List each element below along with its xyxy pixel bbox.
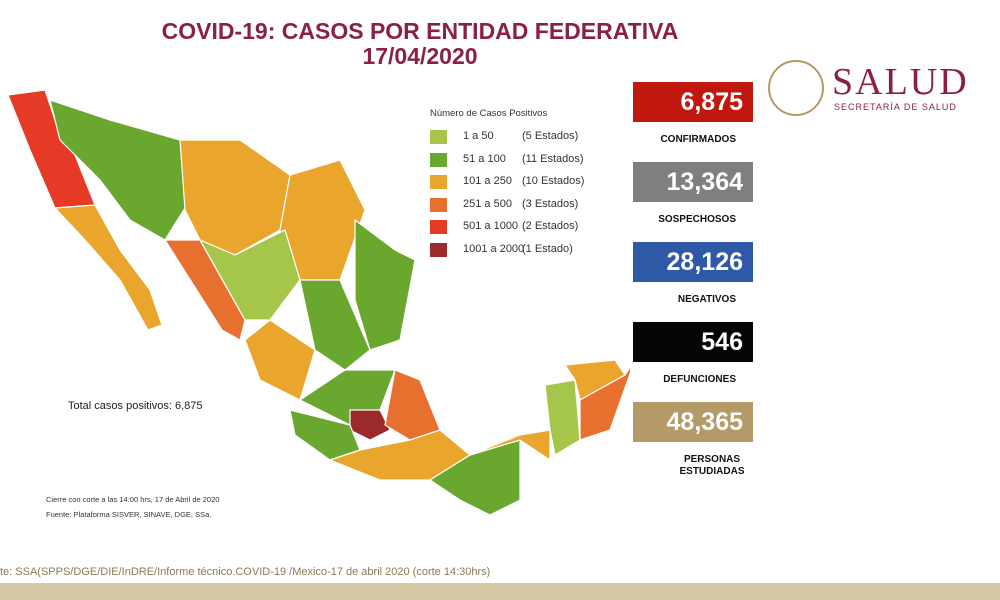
legend-count: (5 Estados) <box>522 130 579 142</box>
legend-count: (1 Estado) <box>522 242 573 255</box>
stat-label: DEFUNCIONES <box>663 374 736 385</box>
state <box>163 239 246 341</box>
legend-swatch <box>430 130 447 144</box>
legend-count: (11 Estados) <box>522 152 584 165</box>
legend-label: 101 a 250 <box>463 175 512 187</box>
legend-swatch <box>430 220 447 234</box>
stat-value: 6,875 <box>633 82 753 122</box>
legend-label: 251 a 500 <box>463 197 512 210</box>
state <box>349 409 391 441</box>
stat-value: 28,126 <box>633 242 753 282</box>
state <box>354 218 416 351</box>
legend-count: (10 Estados) <box>522 175 585 187</box>
legend-title: Número de Casos Positivos <box>430 108 548 119</box>
state <box>299 279 371 371</box>
legend-swatch <box>430 242 447 257</box>
legend-label: 501 a 1000 <box>463 220 519 232</box>
legend-swatch <box>430 152 447 167</box>
title: COVID-19: CASOS POR ENTIDAD FEDERATIVA <box>161 18 679 44</box>
note: Fuente: Plataforma SISVER, SINAVE, DGE, … <box>46 510 212 519</box>
emblem <box>768 60 824 116</box>
state <box>469 429 551 462</box>
legend-count: (2 Estados) <box>522 220 579 232</box>
state <box>244 319 316 401</box>
map <box>7 89 630 516</box>
stat-value: 48,365 <box>633 402 753 442</box>
stat-value: 546 <box>633 322 753 362</box>
date: 17/04/2020 <box>362 43 478 69</box>
legend-label: 51 a 100 <box>463 152 506 165</box>
stat-value: 13,364 <box>633 162 753 202</box>
state <box>384 369 441 441</box>
stat-label: CONFIRMADOS <box>660 134 736 145</box>
legend-label: 1 a 50 <box>463 130 494 142</box>
total: Total casos positivos: 6,875 <box>68 400 203 412</box>
stat-label: SOSPECHOSOS <box>658 214 736 225</box>
footer-band <box>0 583 1000 600</box>
state <box>579 366 630 441</box>
state <box>328 429 472 481</box>
footer: te: SSA(SPPS/DGE/DIE/InDRE/Informe técni… <box>0 566 491 578</box>
logo-subtitle: SECRETARÍA DE SALUD <box>834 102 957 112</box>
note: Cierre con corte a las 14:00 hrs, 17 de … <box>46 495 220 504</box>
state <box>179 139 291 256</box>
state <box>544 379 581 456</box>
logo-name: SALUD <box>832 61 969 103</box>
stat-label: NEGATIVOS <box>677 294 736 305</box>
legend-swatch <box>430 175 447 189</box>
legend-count: (3 Estados) <box>522 197 579 210</box>
state <box>7 89 96 209</box>
stat-label: PERSONAS ESTUDIADAS <box>679 454 745 477</box>
legend-swatch <box>430 197 447 212</box>
legend-label: 1001 a 2000 <box>463 242 525 255</box>
state <box>53 204 163 331</box>
